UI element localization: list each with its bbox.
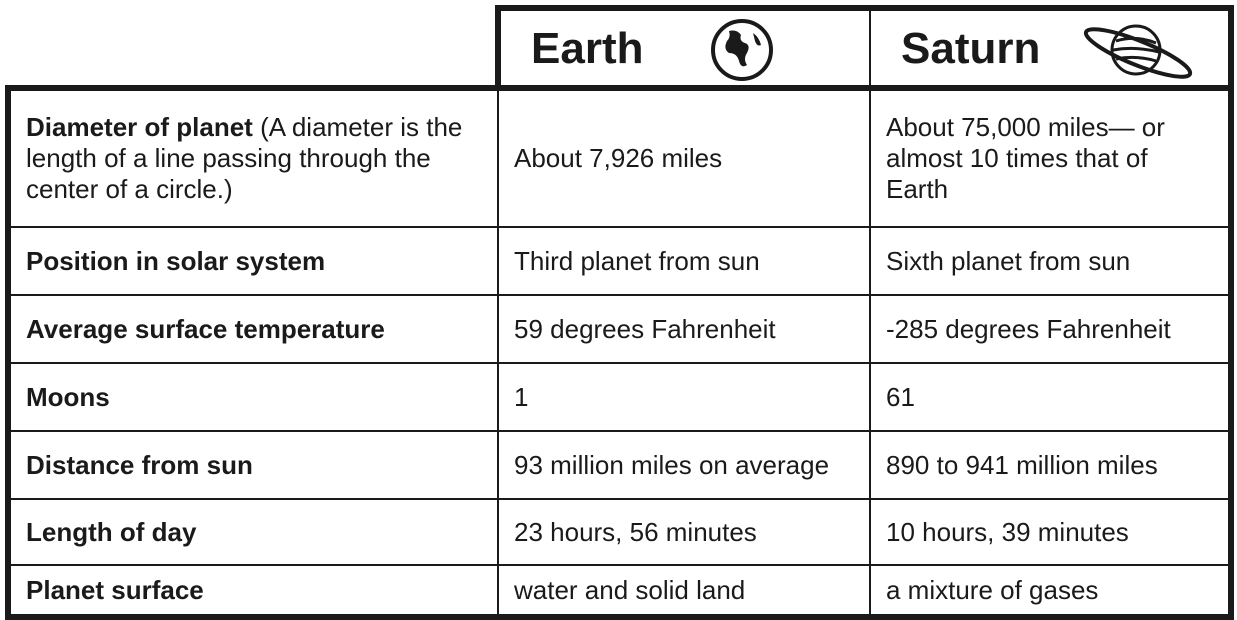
saturn-value: Sixth planet from sun xyxy=(886,246,1130,276)
earth-value: 1 xyxy=(514,382,528,412)
data-row: Position in solar system Third planet fro… xyxy=(8,227,1231,295)
saturn-cell: About 75,000 miles— or almost 10 times t… xyxy=(870,88,1231,227)
saturn-cell: 890 to 941 million miles xyxy=(870,431,1231,499)
earth-cell: 23 hours, 56 minutes xyxy=(498,499,870,565)
earth-value: Third planet from sun xyxy=(514,246,760,276)
saturn-cell: 61 xyxy=(870,363,1231,431)
row-label: Planet surface xyxy=(26,575,204,605)
saturn-value: 61 xyxy=(886,382,915,412)
earth-cell: 93 million miles on average xyxy=(498,431,870,499)
earth-cell: About 7,926 miles xyxy=(498,88,870,227)
blank-cell xyxy=(8,8,498,88)
label-cell: Average surface temperature xyxy=(8,295,498,363)
earth-cell: 59 degrees Fahrenheit xyxy=(498,295,870,363)
earth-cell: Third planet from sun xyxy=(498,227,870,295)
table-body: Earth Saturn Diameter of planet (A diame… xyxy=(8,8,1231,617)
earth-value: 93 million miles on average xyxy=(514,450,829,480)
earth-value: water and solid land xyxy=(514,575,745,605)
label-cell: Length of day xyxy=(8,499,498,565)
header-row: Earth Saturn xyxy=(8,8,1231,88)
saturn-value: About 75,000 miles— or almost 10 times t… xyxy=(886,112,1165,204)
header-text: Earth xyxy=(531,24,643,73)
saturn-cell: a mixture of gases xyxy=(870,565,1231,617)
header-cell: Saturn xyxy=(870,8,1231,88)
data-row: Length of day 23 hours, 56 minutes 10 hour… xyxy=(8,499,1231,565)
data-row: Distance from sun 93 million miles on ave… xyxy=(8,431,1231,499)
earth-value: 59 degrees Fahrenheit xyxy=(514,314,776,344)
saturn-icon xyxy=(1076,17,1206,83)
row-label: Position in solar system xyxy=(26,246,325,276)
row-label: Moons xyxy=(26,382,110,412)
saturn-value: 890 to 941 million miles xyxy=(886,450,1158,480)
row-label: Diameter of planet xyxy=(26,112,253,142)
earth-cell: water and solid land xyxy=(498,565,870,617)
label-cell: Position in solar system xyxy=(8,227,498,295)
saturn-value: a mixture of gases xyxy=(886,575,1098,605)
data-row: Diameter of planet (A diameter is the le… xyxy=(8,88,1231,227)
earth-value: About 7,926 miles xyxy=(514,143,722,173)
earth-icon xyxy=(709,17,775,83)
header-text: Saturn xyxy=(901,24,1040,73)
data-row: Average surface temperature 59 degrees Fa… xyxy=(8,295,1231,363)
saturn-value: -285 degrees Fahrenheit xyxy=(886,314,1171,344)
data-row: Moons 1 61 xyxy=(8,363,1231,431)
label-cell: Planet surface xyxy=(8,565,498,617)
earth-cell: 1 xyxy=(498,363,870,431)
saturn-cell: -285 degrees Fahrenheit xyxy=(870,295,1231,363)
page: Earth Saturn Diameter of planet (A diame… xyxy=(0,0,1237,617)
row-label: Average surface temperature xyxy=(26,314,385,344)
label-cell: Moons xyxy=(8,363,498,431)
row-label: Length of day xyxy=(26,517,196,547)
data-row: Planet surface water and solid land a mixt… xyxy=(8,565,1231,617)
saturn-cell: Sixth planet from sun xyxy=(870,227,1231,295)
earth-value: 23 hours, 56 minutes xyxy=(514,517,757,547)
comparison-table: Earth Saturn Diameter of planet (A diame… xyxy=(5,5,1234,620)
label-cell: Diameter of planet (A diameter is the le… xyxy=(8,88,498,227)
header-cell: Earth xyxy=(498,8,870,88)
row-label: Distance from sun xyxy=(26,450,253,480)
saturn-cell: 10 hours, 39 minutes xyxy=(870,499,1231,565)
saturn-value: 10 hours, 39 minutes xyxy=(886,517,1129,547)
label-cell: Distance from sun xyxy=(8,431,498,499)
